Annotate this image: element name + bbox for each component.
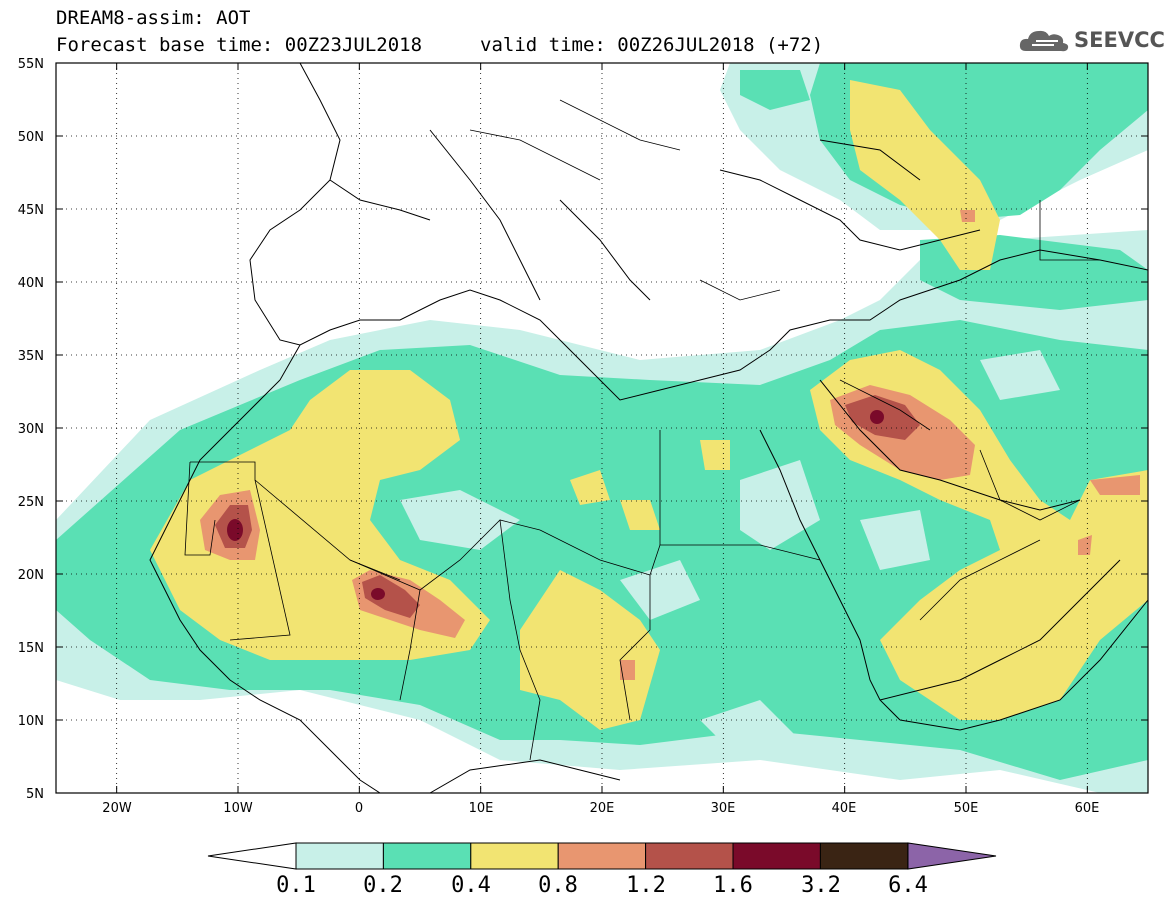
plot-title: DREAM8-assim: AOT <box>56 7 251 29</box>
lon-label: 0 <box>355 801 363 816</box>
lat-label: 50N <box>18 130 44 145</box>
lat-label: 40N <box>18 276 44 291</box>
colorbar-label: 1.6 <box>713 873 753 898</box>
lat-label: 20N <box>18 568 44 583</box>
colorbar-swatch <box>557 842 647 870</box>
colorbar-swatch <box>382 842 472 870</box>
lat-label: 55N <box>18 57 44 72</box>
lat-labels: 55N 50N 45N 40N 35N 30N 25N 20N 15N 10N … <box>18 57 44 802</box>
base-time-label: Forecast base time: 00Z23JUL2018 <box>56 34 423 56</box>
cloud-icon <box>1019 30 1069 52</box>
lat-label: 25N <box>18 495 44 510</box>
coastlines <box>149 63 1148 793</box>
colorbar-swatch <box>295 842 384 870</box>
colorbar-label: 3.2 <box>801 873 841 898</box>
colorbar-low-arrow <box>207 842 297 870</box>
colorbar-high-arrow <box>907 842 997 870</box>
colorbar-swatch <box>819 842 909 870</box>
seevccc-logo: SEEVCCC <box>1018 24 1165 56</box>
lon-label: 10E <box>469 801 494 816</box>
lon-label: 20E <box>590 801 615 816</box>
colorbar-label: 6.4 <box>888 873 928 898</box>
colorbar-label: 1.2 <box>626 873 666 898</box>
colorbar-label: 0.4 <box>451 873 491 898</box>
lat-label: 35N <box>18 349 44 364</box>
country-borders <box>184 99 1100 761</box>
lat-label: 15N <box>18 641 44 656</box>
gridlines <box>56 63 1148 793</box>
lat-label: 30N <box>18 422 44 437</box>
lon-label: 40E <box>832 801 857 816</box>
lon-label: 20W <box>102 801 132 816</box>
lat-label: 10N <box>18 714 44 729</box>
colorbar-swatch <box>645 842 734 870</box>
lon-labels: 20W 10W 0 10E 20E 30E 40E 50E 60E <box>102 801 1099 816</box>
colorbar-label: 0.2 <box>363 873 403 898</box>
logo-text: SEEVCCC <box>1074 28 1165 52</box>
lat-label: 45N <box>18 203 44 218</box>
colorbar: 0.1 0.2 0.4 0.8 1.2 1.6 3.2 6.4 <box>207 842 997 898</box>
colorbar-swatch <box>732 842 821 870</box>
aot-field <box>56 63 1148 793</box>
axis-ticks <box>56 62 1148 794</box>
lat-label: 5N <box>26 787 44 802</box>
lon-label: 10W <box>223 801 253 816</box>
aot-holes <box>400 350 1060 760</box>
lon-label: 60E <box>1075 801 1100 816</box>
lon-label: 30E <box>711 801 736 816</box>
colorbar-swatch <box>470 842 559 870</box>
colorbar-label: 0.1 <box>276 873 316 898</box>
valid-time-label: valid time: 00Z26JUL2018 (+72) <box>480 34 824 56</box>
colorbar-label: 0.8 <box>538 873 578 898</box>
lon-label: 50E <box>954 801 979 816</box>
aot-level-1-6 <box>227 410 884 600</box>
